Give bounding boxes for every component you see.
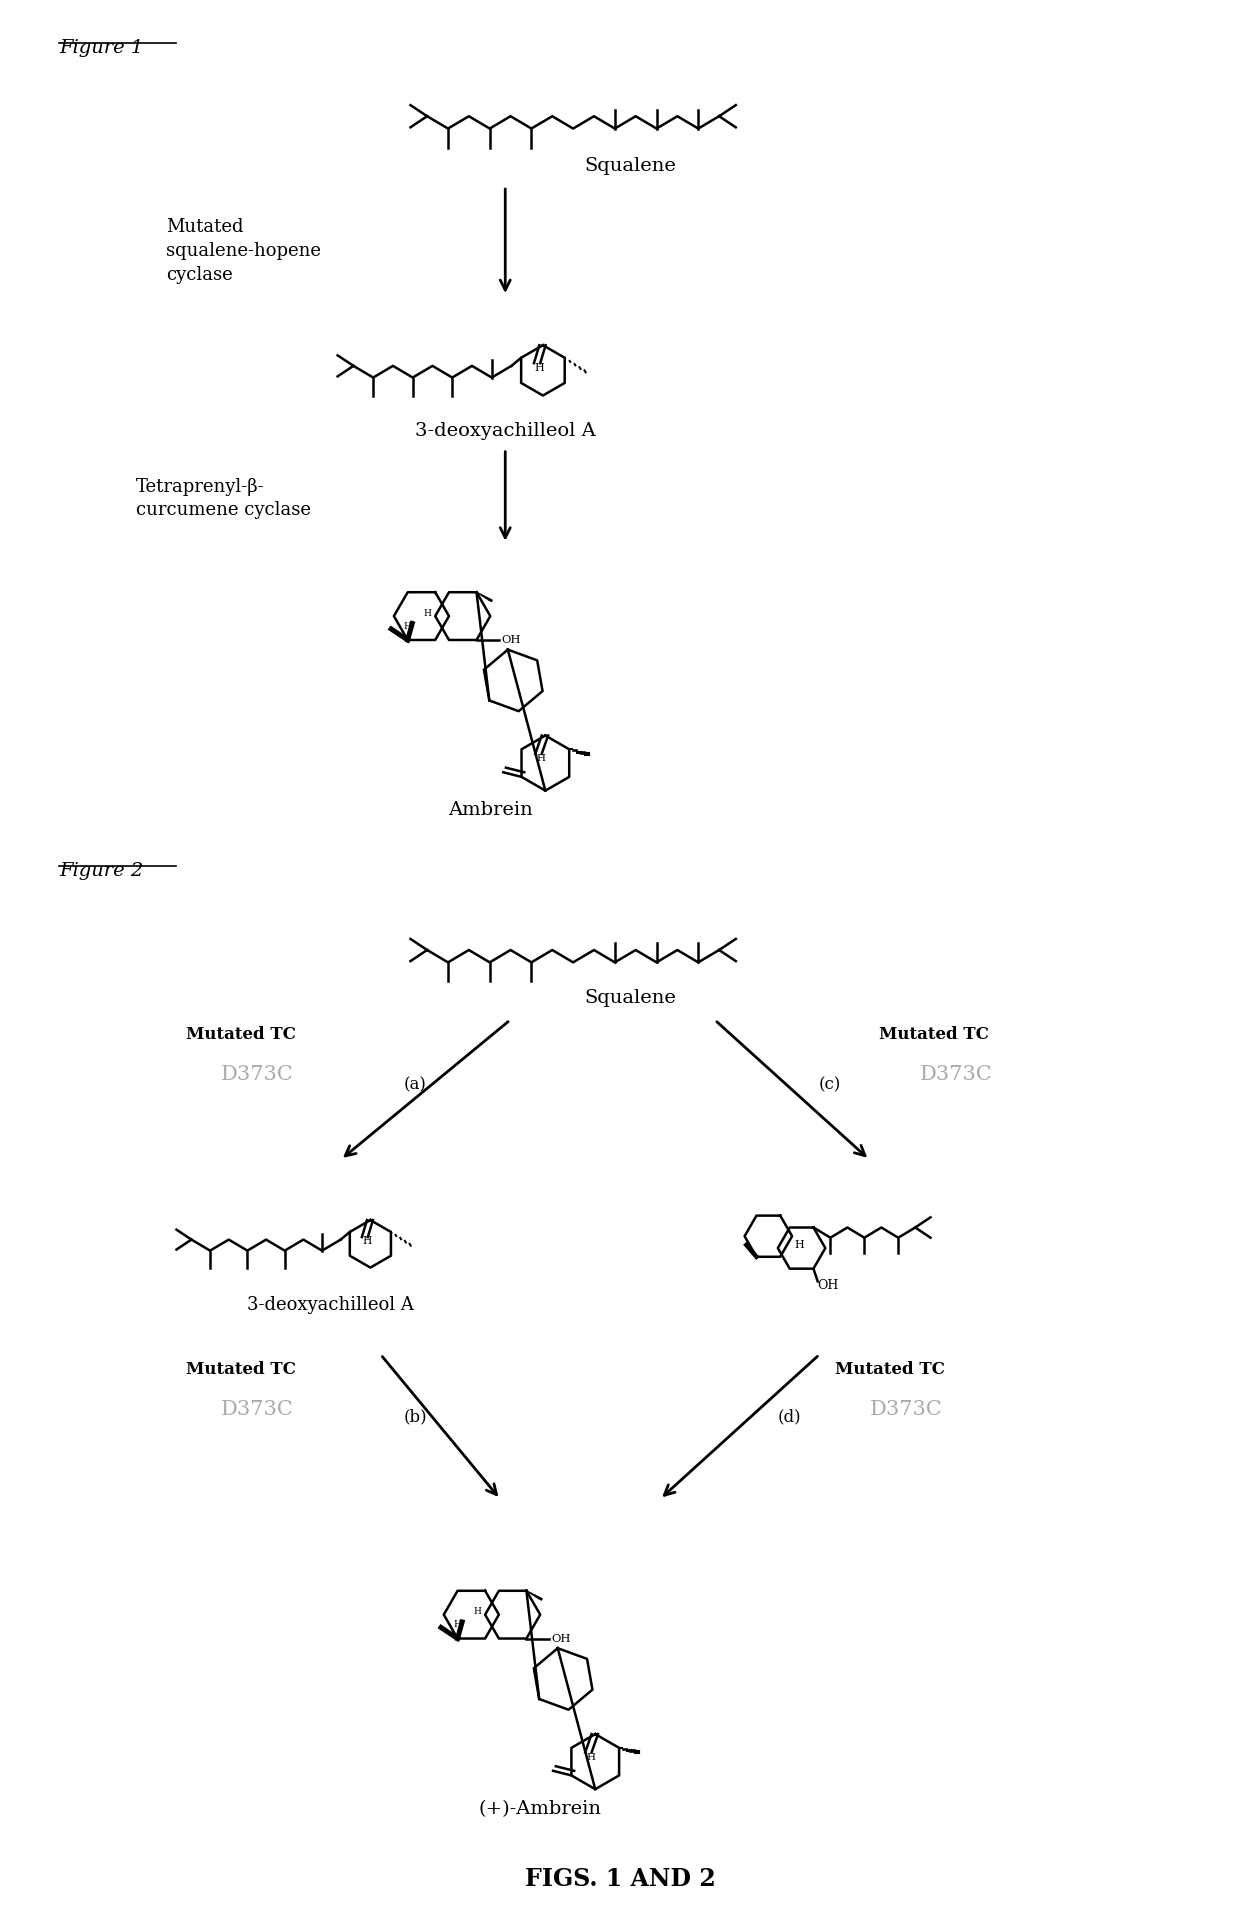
Text: (a): (a) [404,1076,427,1094]
Text: H: H [362,1236,372,1245]
Text: D373C: D373C [919,1065,992,1084]
Text: Mutated
squalene-hopene
cyclase: Mutated squalene-hopene cyclase [166,219,321,284]
Text: D373C: D373C [221,1399,294,1418]
Text: Squalene: Squalene [584,158,676,175]
Text: 3-deoxyachilleol A: 3-deoxyachilleol A [247,1295,414,1313]
Text: Squalene: Squalene [584,990,676,1007]
Text: Ambrein: Ambrein [448,801,533,819]
Text: Mutated TC: Mutated TC [186,1026,296,1044]
Text: OH: OH [817,1280,839,1292]
Text: (d): (d) [777,1409,801,1426]
Text: D373C: D373C [221,1065,294,1084]
Text: Mutated TC: Mutated TC [879,1026,990,1044]
Text: Tetraprenyl-β-
curcumene cyclase: Tetraprenyl-β- curcumene cyclase [136,479,311,519]
Text: H: H [454,1620,461,1630]
Text: OH: OH [552,1634,570,1643]
Text: H: H [404,621,412,630]
Text: (c): (c) [818,1076,841,1094]
Text: 3-deoxyachilleol A: 3-deoxyachilleol A [415,421,595,440]
Text: Mutated TC: Mutated TC [186,1361,296,1378]
Text: H: H [536,753,546,763]
Text: FIGS. 1 AND 2: FIGS. 1 AND 2 [525,1866,715,1891]
Text: Figure 1: Figure 1 [60,38,144,58]
Text: (+)-Ambrein: (+)-Ambrein [479,1799,601,1818]
Text: H: H [794,1240,804,1249]
Text: H: H [587,1753,595,1762]
Text: Mutated TC: Mutated TC [835,1361,945,1378]
Text: Figure 2: Figure 2 [60,863,144,880]
Text: (b): (b) [404,1409,428,1426]
Text: H: H [534,363,544,373]
Text: H: H [424,609,432,617]
Text: OH: OH [501,634,521,646]
Text: D373C: D373C [869,1399,942,1418]
Text: H: H [474,1607,481,1616]
